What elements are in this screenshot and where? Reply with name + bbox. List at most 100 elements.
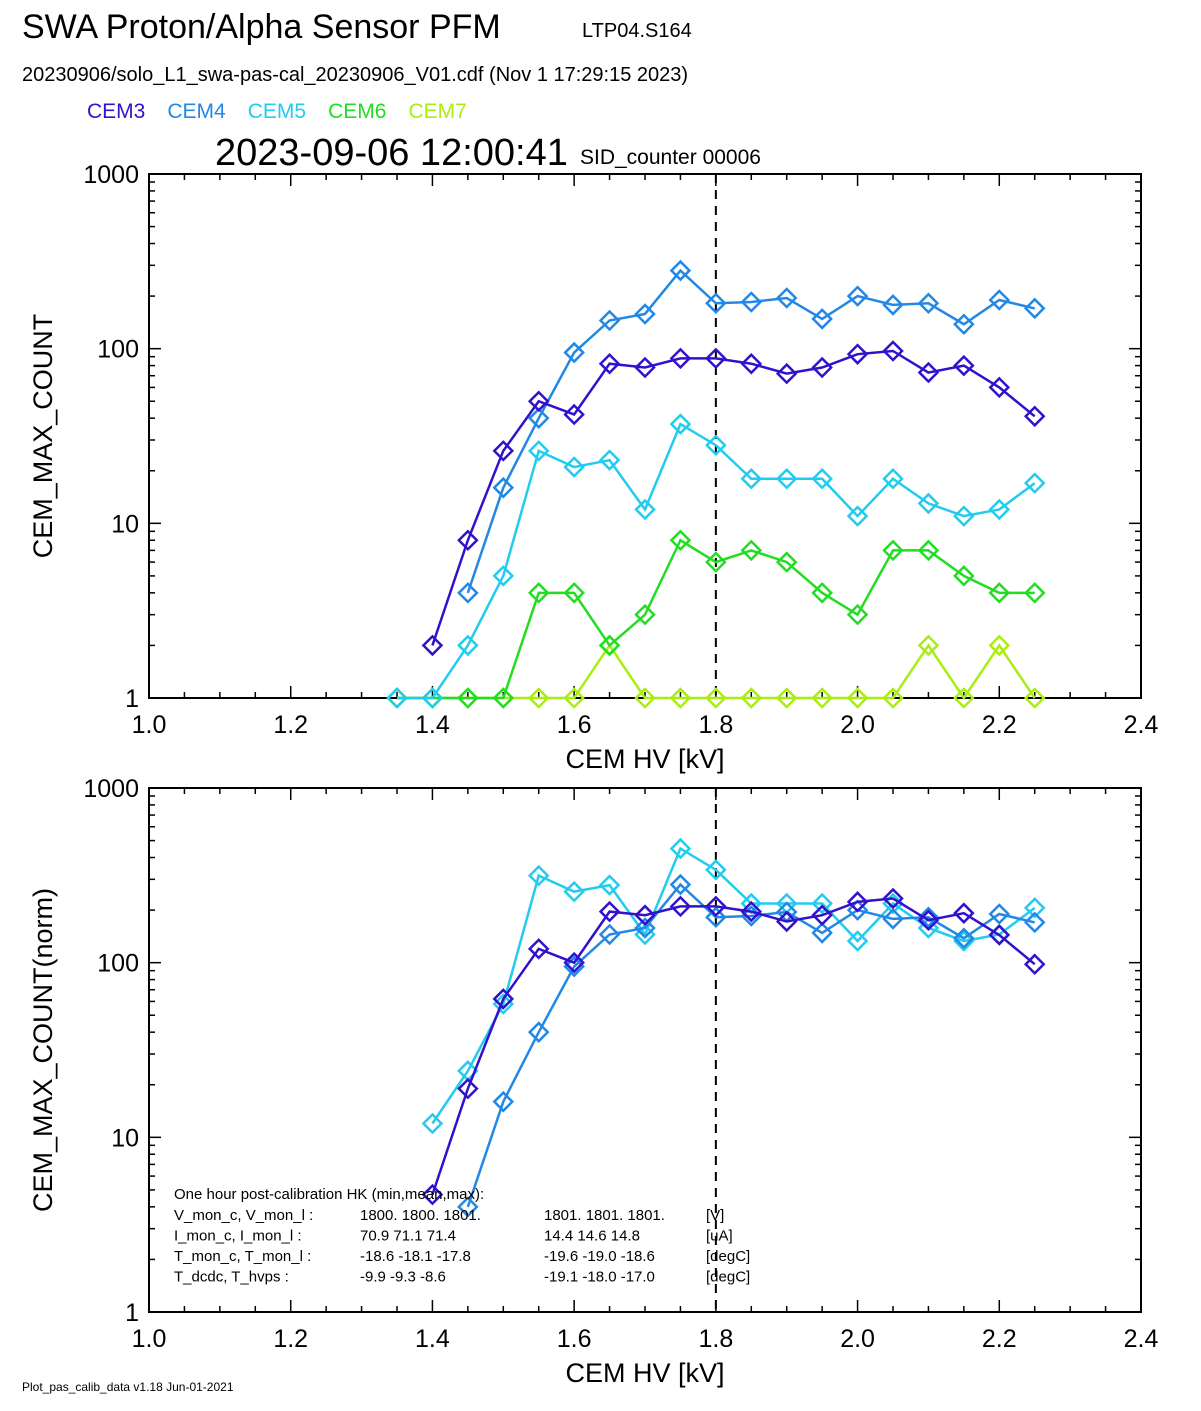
data-point: [811, 582, 833, 604]
data-point: [953, 565, 975, 587]
y-axis-label: CEM_MAX_COUNT: [28, 314, 58, 559]
data-point: [457, 634, 479, 657]
hk-summary: One hour post-calibration HK (min,mean,m…: [174, 1186, 750, 1286]
data-point: [563, 341, 585, 364]
data-point: [669, 837, 692, 860]
data-point: [705, 687, 727, 709]
data-point: [634, 356, 656, 379]
hk-row-label: V_mon_c, V_mon_l :: [174, 1207, 313, 1224]
data-point: [634, 303, 656, 325]
hk-row-label: T_dcdc, T_hvps :: [174, 1269, 289, 1286]
data-point: [1023, 911, 1046, 934]
data-point: [563, 687, 585, 709]
hk-row-unit: [degC]: [706, 1269, 750, 1286]
data-point: [421, 687, 444, 709]
data-point: [882, 539, 904, 562]
data-point: [527, 440, 550, 462]
data-point: [811, 308, 833, 330]
data-point: [988, 634, 1011, 657]
data-point: [917, 634, 940, 657]
hk-row-l-values: 1801. 1801. 1801.: [544, 1207, 665, 1224]
data-point: [811, 904, 833, 926]
data-point: [421, 634, 444, 657]
data-point: [775, 910, 798, 933]
data-point: [775, 687, 798, 709]
page-title: SWA Proton/Alpha Sensor PFM: [22, 8, 501, 46]
x-tick-label: 1.2: [273, 1325, 308, 1353]
data-point: [669, 347, 692, 370]
hk-row-l-values: -19.6 -19.0 -18.6: [544, 1248, 655, 1265]
data-point: [1023, 897, 1046, 919]
data-point: [492, 565, 515, 587]
data-point: [598, 352, 621, 375]
data-point: [775, 551, 798, 573]
y-tick-label: 1000: [83, 775, 139, 803]
data-point: [917, 909, 940, 931]
legend-item-cem3: CEM3: [87, 100, 146, 123]
data-point: [634, 687, 656, 709]
data-point: [740, 352, 763, 375]
data-point: [669, 895, 692, 918]
hk-row-label: T_mon_c, T_mon_l :: [174, 1248, 311, 1265]
data-point: [705, 434, 727, 456]
data-point: [705, 551, 727, 573]
data-point: [740, 467, 763, 490]
data-point: [811, 356, 833, 379]
x-axis-label: CEM HV [kV]: [565, 744, 724, 774]
data-point: [705, 895, 727, 918]
data-point: [457, 582, 479, 604]
data-point: [917, 539, 940, 562]
data-point: [775, 362, 798, 385]
hk-row-c-values: -9.9 -9.3 -8.6: [360, 1269, 446, 1286]
series-cem5: [386, 413, 1046, 709]
hk-row-c-values: 1800. 1800. 1801.: [360, 1207, 481, 1224]
data-point: [421, 1112, 444, 1135]
x-tick-label: 1.2: [273, 711, 308, 739]
data-point: [527, 687, 550, 709]
data-point: [563, 955, 585, 978]
run-id: LTP04.S164: [582, 20, 692, 42]
data-point: [953, 354, 975, 377]
y-tick-label: 1000: [83, 161, 139, 189]
data-point: [988, 498, 1011, 521]
x-tick-label: 1.0: [132, 1325, 167, 1353]
sid-counter: SID_counter 00006: [580, 146, 761, 169]
data-point: [527, 1021, 550, 1043]
data-point: [386, 687, 408, 709]
data-point: [563, 582, 585, 604]
data-point: [457, 529, 479, 552]
data-point: [953, 927, 975, 950]
y-tick-label: 1: [125, 685, 139, 713]
data-point: [740, 291, 763, 313]
file-info: 20230906/solo_L1_swa-pas-cal_20230906_V0…: [22, 64, 689, 86]
hk-row-unit: [uA]: [706, 1228, 733, 1245]
data-point: [846, 603, 869, 626]
hk-row-c-values: 70.9 71.1 71.4: [360, 1228, 456, 1245]
legend-item-cem5: CEM5: [247, 100, 307, 123]
series-cem4: [457, 873, 1046, 1218]
y-axis-label: CEM_MAX_COUNT(norm): [28, 888, 58, 1212]
data-point: [492, 687, 515, 709]
legend-item-cem7: CEM7: [408, 100, 467, 123]
data-point: [988, 924, 1011, 946]
hk-row-c-values: -18.6 -18.1 -17.8: [360, 1248, 471, 1265]
data-point: [811, 892, 833, 915]
data-point: [527, 582, 550, 604]
data-point: [953, 902, 975, 924]
series-line: [397, 538, 1035, 700]
x-tick-label: 1.4: [415, 711, 450, 739]
hk-row-l-values: 14.4 14.6 14.8: [544, 1228, 640, 1245]
hk-row-unit: [degC]: [706, 1248, 750, 1265]
data-point: [988, 289, 1011, 311]
data-point: [846, 343, 869, 365]
data-point: [705, 347, 727, 370]
plot-max-count-norm: 1.0 1.2 1.4 1.6 1.8 2.0 2.2 2.4 1 10 100 1000 CEM HV…: [28, 775, 1158, 1388]
data-point: [775, 467, 798, 490]
data-point: [634, 904, 656, 926]
data-point: [705, 859, 727, 881]
series-cem6: [386, 529, 1046, 709]
data-point: [457, 1077, 479, 1100]
data-point: [527, 938, 550, 960]
data-point: [1023, 687, 1046, 709]
legend-item-cem4: CEM4: [167, 100, 226, 123]
